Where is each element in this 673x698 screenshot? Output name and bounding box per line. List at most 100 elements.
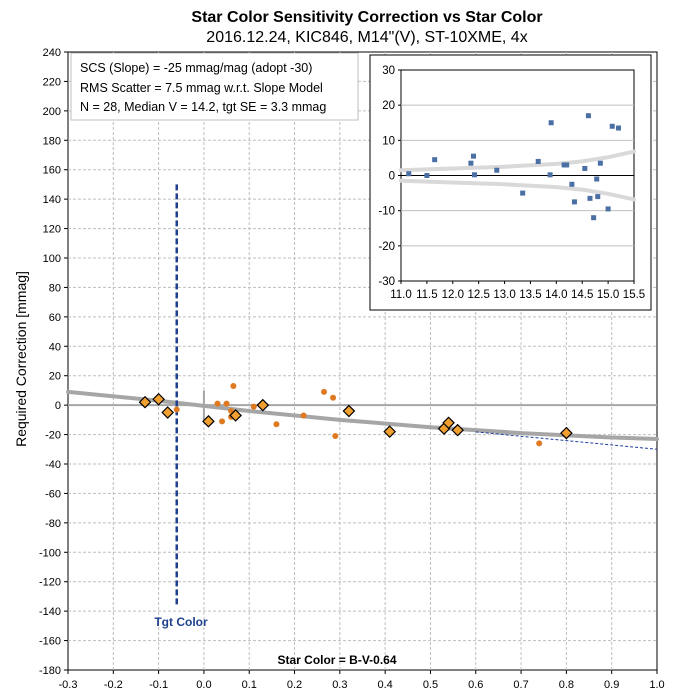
data-point-dot [223, 400, 230, 407]
y-axis-label: Required Correction [mmag] [13, 271, 29, 447]
data-point-diamond [560, 426, 573, 440]
data-point-dot [214, 400, 221, 407]
data-point-diamond [152, 392, 165, 406]
inset-data-point [564, 162, 570, 168]
y-tick-label: -160 [39, 636, 61, 648]
y-tick-label: 180 [43, 135, 61, 147]
chart-subtitle: 2016.12.24, KIC846, M14"(V), ST-10XME, 4… [206, 29, 527, 46]
inset-data-point [468, 160, 474, 166]
inset-x-tick-label: 13.0 [493, 289, 515, 301]
x-axis-label: Star Color = B-V-0.64 [277, 653, 396, 667]
x-tick-label: 0.9 [604, 679, 619, 691]
x-tick-label: 0.4 [378, 679, 393, 691]
data-point-dot [320, 388, 327, 395]
x-tick-label: 0.7 [513, 679, 528, 691]
data-point-diamond [383, 425, 397, 438]
x-tick-label: 0.5 [423, 679, 438, 691]
inset-grid-lines [400, 69, 635, 282]
annotation-rms: RMS Scatter = 7.5 mmag w.r.t. Slope Mode… [80, 81, 323, 95]
inset-lower-envelope [399, 178, 636, 202]
inset-data-point [605, 206, 611, 212]
y-tick-label: 80 [49, 282, 61, 294]
inset-y-tick-label: -20 [378, 241, 395, 253]
inset-data-point [615, 125, 621, 131]
chart-title: Star Color Sensitivity Correction vs Sta… [191, 9, 542, 26]
data-series [66, 184, 659, 606]
inset-data-point [547, 172, 553, 178]
inset-upper-envelope [399, 149, 636, 173]
data-point-diamond [451, 423, 464, 437]
y-tick-label: 220 [43, 76, 61, 88]
x-tick-label: 0.2 [287, 679, 302, 691]
data-point-diamond [229, 409, 242, 422]
x-tick-label: 0.3 [332, 679, 347, 691]
inset-data-point [582, 165, 588, 171]
y-tick-label: 20 [49, 371, 61, 383]
x-tick-label: 1.0 [649, 679, 664, 691]
inset-x-tick-label: 14.5 [571, 289, 593, 301]
inset-x-tick-label: 12.5 [467, 289, 489, 301]
inset-y-tick-label: 30 [382, 65, 395, 77]
data-point-diamond [138, 395, 152, 409]
annotation-box: SCS (Slope) = -25 mmag/mag (adopt -30) R… [70, 52, 359, 121]
y-tick-label: 100 [43, 253, 61, 265]
inset-y-axis-ticks: 30 20 10 0 -10 -20 -30 [378, 65, 401, 288]
data-point-dot [173, 406, 180, 413]
y-tick-label: 0 [55, 400, 61, 412]
y-tick-label: -80 [45, 518, 61, 530]
inset-x-tick-label: 11.5 [416, 289, 438, 301]
y-tick-label: -180 [39, 665, 61, 677]
inset-data-point [587, 195, 593, 201]
x-tick-label: -0.1 [149, 679, 168, 691]
inset-x-tick-label: 11.0 [390, 289, 412, 301]
inset-data-point [406, 171, 412, 177]
inset-data-point [520, 190, 526, 196]
inset-y-tick-label: 0 [389, 171, 395, 183]
data-point-diamond [161, 406, 175, 419]
inset-data-point [594, 176, 600, 182]
inset-data-point [535, 158, 541, 164]
inset-data-point [591, 215, 597, 221]
x-tick-label: 0.6 [468, 679, 483, 691]
inset-y-tick-label: -30 [378, 276, 395, 288]
x-tick-label: 0.0 [196, 679, 211, 691]
data-point-dot [536, 440, 543, 447]
x-tick-label: -0.2 [104, 679, 123, 691]
inset-data-point [597, 160, 603, 166]
x-tick-label: 0.1 [242, 679, 257, 691]
data-point-diamond [202, 414, 215, 428]
inset-x-tick-label: 13.5 [519, 289, 541, 301]
inset-x-tick-label: 12.0 [442, 289, 464, 301]
y-tick-label: 140 [43, 194, 61, 206]
inset-data-point [585, 113, 591, 119]
annotation-slope: SCS (Slope) = -25 mmag/mag (adopt -30) [80, 61, 312, 75]
inset-x-tick-label: 15.5 [623, 289, 645, 301]
inset-data-point [472, 172, 478, 178]
y-axis-ticks: 240220200180160140120100806040200-20-40-… [39, 47, 68, 677]
inset-chart: 30 20 10 0 -10 -20 -30 11.0 11.5 12.0 12.5 13.0 13.… [369, 54, 652, 311]
y-tick-label: 160 [43, 165, 61, 177]
data-point-dot [300, 412, 307, 419]
annotation-n: N = 28, Median V = 14.2, tgt SE = 3.3 mm… [80, 100, 326, 114]
inset-y-tick-label: 20 [382, 100, 395, 112]
y-tick-label: -140 [39, 606, 61, 618]
data-point-diamond [442, 416, 455, 430]
data-point-dot [250, 403, 257, 410]
inset-data-point [571, 199, 577, 205]
y-tick-label: 240 [43, 47, 61, 59]
inset-x-axis-ticks: 11.0 11.5 12.0 12.5 13.0 13.5 14.0 14.5 15.0 15.5 [390, 281, 645, 301]
inset-data-point [561, 162, 567, 168]
x-axis-ticks: -0.3 -0.2 -0.1 0.0 0.1 0.2 0.3 0.4 0.5 0.6 0.7 0.8 0… [59, 670, 665, 691]
inset-y-tick-label: 10 [382, 135, 395, 147]
fit-curve-line [66, 389, 659, 441]
target-color-label: Tgt Color [154, 615, 208, 629]
y-tick-label: 40 [49, 341, 61, 353]
inset-data-point [595, 194, 601, 200]
data-point-dot [230, 383, 237, 390]
inset-data-series [399, 113, 636, 221]
inset-data-point [470, 153, 476, 159]
data-point-dot [273, 421, 280, 428]
inset-data-point [548, 120, 554, 126]
y-tick-label: 120 [43, 224, 61, 236]
